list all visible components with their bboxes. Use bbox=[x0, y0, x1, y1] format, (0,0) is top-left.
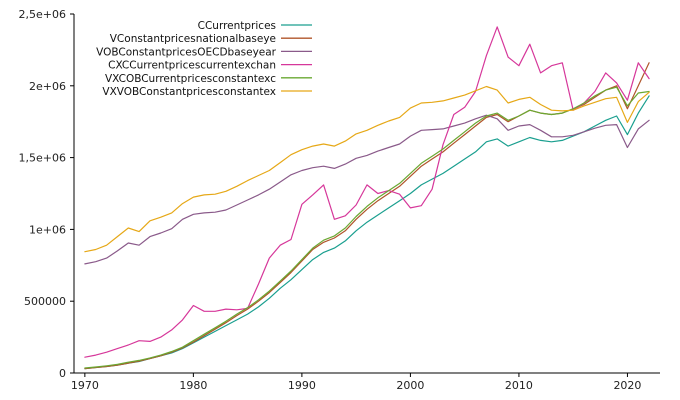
legend-item: VOBConstantpricesOECDbaseyear bbox=[96, 46, 312, 58]
y-tick-label: 1,5e+06 bbox=[19, 152, 66, 165]
x-tick-label: 2020 bbox=[613, 379, 641, 392]
legend-label: CXCCurrentpricescurrentexchan bbox=[108, 60, 276, 72]
legend-item: VXVOBConstantpricesconstantex bbox=[102, 86, 312, 98]
series-line-3 bbox=[84, 114, 650, 265]
x-tick-label: 1990 bbox=[288, 379, 316, 392]
x-tick-label: 1970 bbox=[71, 379, 99, 392]
y-tick-label: 1e+06 bbox=[29, 223, 66, 236]
y-tick-label: 2e+06 bbox=[29, 80, 66, 93]
x-tick-label: 2000 bbox=[396, 379, 424, 392]
legend-item: VXCOBCurrentpricesconstantexc bbox=[105, 73, 312, 85]
legend: CCurrentpricesVConstantpricesnationalbas… bbox=[96, 20, 312, 98]
legend-item: CXCCurrentpricescurrentexchan bbox=[108, 60, 312, 72]
y-tick-label: 0 bbox=[59, 367, 66, 380]
series-line-5 bbox=[84, 86, 650, 369]
x-tick-label: 1980 bbox=[179, 379, 207, 392]
legend-label: VXCOBCurrentpricesconstantexc bbox=[105, 73, 276, 85]
legend-label: VXVOBConstantpricesconstantex bbox=[102, 86, 276, 98]
legend-label: CCurrentprices bbox=[198, 20, 276, 32]
legend-item: CCurrentprices bbox=[198, 20, 312, 32]
legend-label: VConstantpricesnationalbaseye bbox=[110, 33, 276, 45]
series-line-6 bbox=[84, 85, 650, 253]
y-tick-label: 2,5e+06 bbox=[19, 8, 66, 21]
legend-item: VConstantpricesnationalbaseye bbox=[110, 33, 312, 45]
legend-label: VOBConstantpricesOECDbaseyear bbox=[96, 46, 277, 58]
series-line-4 bbox=[84, 26, 650, 358]
x-tick-label: 2010 bbox=[505, 379, 533, 392]
x-axis: 1970 1980 1990 2000 2010 2020 bbox=[71, 373, 641, 392]
lines-layer bbox=[84, 26, 650, 370]
series-line-2 bbox=[84, 62, 650, 370]
y-tick-label: 500000 bbox=[24, 295, 66, 308]
y-axis: 0 500000 1e+06 1,5e+06 2e+06 2,5e+06 bbox=[19, 8, 74, 380]
series-line-1 bbox=[84, 95, 650, 370]
